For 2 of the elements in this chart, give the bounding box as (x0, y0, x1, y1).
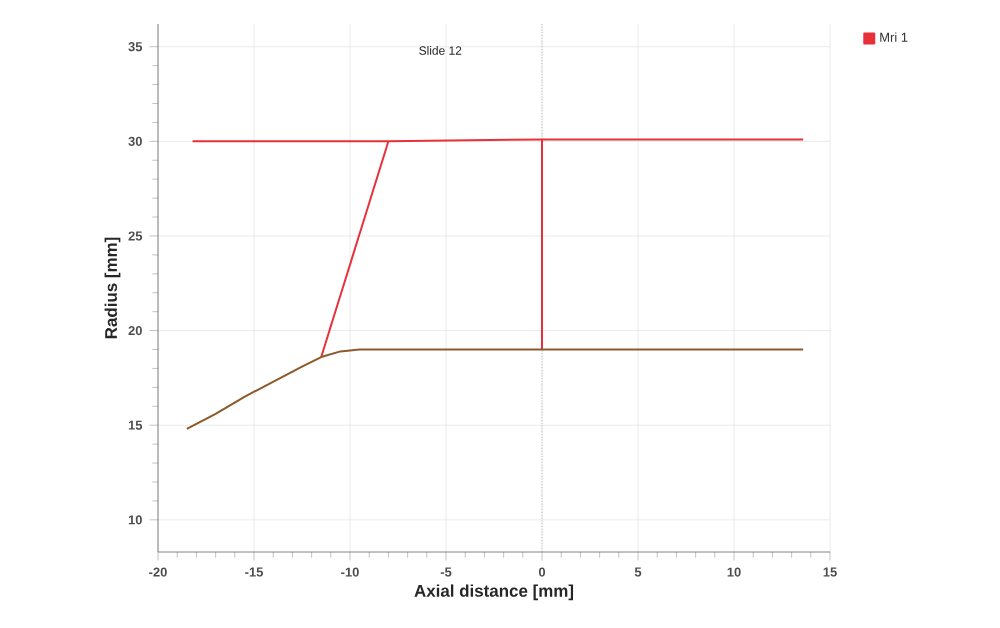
y-axis-title: Radius [mm] (104, 237, 121, 339)
x-axis-title: Axial distance [mm] (414, 584, 574, 601)
